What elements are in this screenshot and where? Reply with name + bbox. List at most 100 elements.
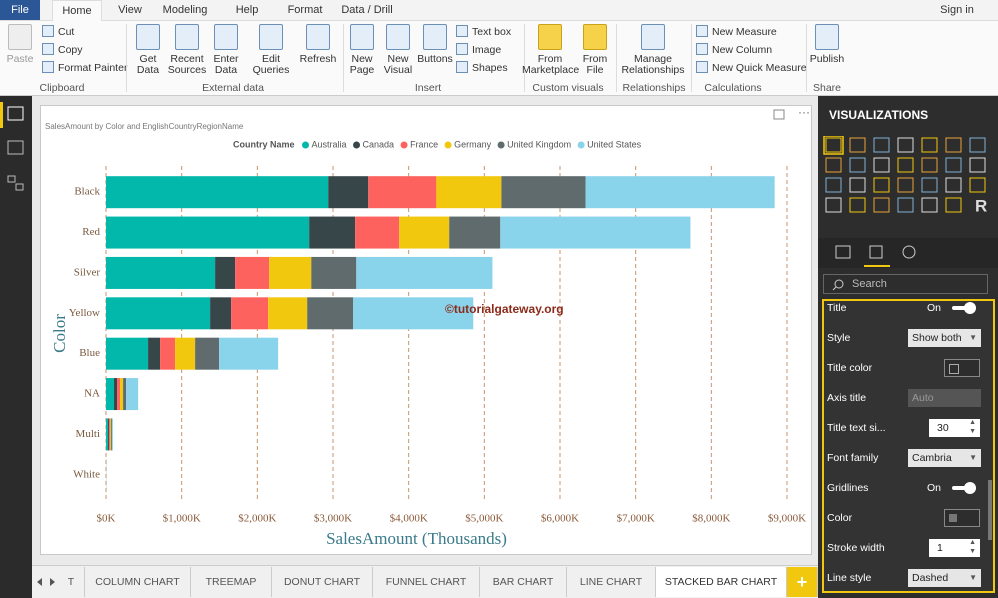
publish-button[interactable]: Publish [808, 24, 846, 65]
more-options-icon[interactable]: ··· [798, 105, 810, 119]
data-view-icon[interactable] [7, 140, 24, 155]
axis-title-input[interactable]: Auto [908, 389, 981, 407]
modeling-tab[interactable]: Modeling [162, 4, 208, 16]
model-view-icon[interactable] [7, 175, 16, 183]
page-tab[interactable]: LINE CHART [567, 567, 656, 597]
visual-type-icon[interactable] [945, 197, 962, 213]
scrollbar[interactable] [988, 480, 992, 540]
visual-type-icon[interactable] [945, 177, 962, 193]
new-page-button[interactable]: New Page [346, 24, 378, 76]
text-box-button[interactable]: Text box [456, 25, 511, 39]
visual-type-icon[interactable] [897, 137, 914, 153]
shapes-button[interactable]: Shapes [456, 61, 508, 75]
sign-in[interactable]: Sign in [940, 4, 974, 16]
search-box[interactable]: Search [823, 274, 988, 294]
model-view-icon-part [15, 183, 24, 191]
new-column-button[interactable]: New Column [696, 43, 772, 57]
bar-segment [500, 216, 691, 249]
title-size-spinner[interactable]: 30 ▲ ▼ [929, 419, 980, 437]
data-drill-tab[interactable]: Data / Drill [341, 4, 393, 16]
from-marketplace-button[interactable]: From Marketplace [522, 24, 579, 76]
report-view-icon[interactable] [7, 106, 24, 121]
visual-type-icon[interactable] [921, 137, 938, 153]
visual-type-icon[interactable] [873, 137, 890, 153]
file-tab[interactable]: File [0, 0, 40, 20]
visual-type-icon[interactable] [897, 177, 914, 193]
new-quick-measure-button[interactable]: New Quick Measure [696, 61, 807, 75]
pane-title: VISUALIZATIONS [829, 108, 929, 122]
add-page-button[interactable]: + [787, 567, 818, 597]
visual-type-icon[interactable] [921, 157, 938, 173]
visual-type-icon[interactable] [849, 197, 866, 213]
page-tab[interactable]: BAR CHART [480, 567, 567, 597]
from-file-button[interactable]: From File [580, 24, 610, 76]
visual-type-icon[interactable] [825, 177, 842, 193]
analytics-tab[interactable] [902, 245, 916, 259]
style-dropdown[interactable]: Show both ▼ [908, 329, 981, 347]
visual-type-icon[interactable] [849, 157, 866, 173]
font-family-dropdown[interactable]: Cambria ▼ [908, 449, 981, 467]
format-painter-button[interactable]: Format Painter [42, 61, 127, 75]
visual-type-icon[interactable] [969, 137, 986, 153]
grid-color-picker[interactable] [944, 509, 980, 527]
visual-type-icon[interactable] [897, 197, 914, 213]
button-label: Shapes [472, 62, 508, 74]
format-label: Gridlines [827, 482, 869, 494]
image-button[interactable]: Image [456, 43, 501, 57]
tab-bar [0, 0, 998, 21]
page-tab[interactable]: T [58, 567, 85, 597]
visual-type-icon[interactable] [825, 157, 842, 173]
format-tab[interactable] [869, 245, 883, 259]
edit-queries-button[interactable]: Edit Queries [250, 24, 292, 76]
visual-type-icon[interactable] [825, 197, 842, 213]
page-scroll-arrows[interactable] [34, 575, 60, 589]
visual-type-icon[interactable] [873, 197, 890, 213]
get-data-button[interactable]: Get Data [130, 24, 166, 76]
view-tab[interactable]: View [118, 4, 142, 16]
fields-tab[interactable] [835, 245, 851, 259]
visual-type-icon[interactable] [897, 157, 914, 173]
visual-type-icon[interactable] [873, 157, 890, 173]
help-tab[interactable]: Help [235, 4, 259, 16]
bar-segment [356, 256, 493, 289]
visual-type-icon[interactable] [849, 137, 866, 153]
visual-type-icon[interactable] [825, 137, 842, 153]
visual-type-icon[interactable] [849, 177, 866, 193]
paste-button[interactable]: Paste [2, 24, 38, 65]
button-label: Image [472, 44, 502, 56]
visual-type-icon[interactable] [873, 177, 890, 193]
bar-segment [110, 418, 112, 451]
refresh-button[interactable]: Refresh [298, 24, 338, 65]
active-page-tab[interactable]: STACKED BAR CHART [656, 567, 787, 597]
visual-type-icon[interactable] [969, 157, 986, 173]
focus-mode-icon[interactable] [773, 109, 785, 120]
visual-type-icon[interactable] [921, 197, 938, 213]
button-label: Edit Queries [252, 53, 290, 76]
page-tab[interactable]: DONUT CHART [272, 567, 373, 597]
title-color-picker[interactable] [944, 359, 980, 377]
format-label: Style [827, 332, 851, 344]
visual-type-icon[interactable] [945, 137, 962, 153]
gridlines-toggle[interactable] [952, 482, 976, 494]
bar-segment [269, 256, 312, 289]
line-style-dropdown[interactable]: Dashed ▼ [908, 569, 981, 587]
stroke-width-spinner[interactable]: 1 ▲ ▼ [929, 539, 980, 557]
visual-type-icon[interactable] [921, 177, 938, 193]
cut-button[interactable]: Cut [42, 25, 74, 39]
buttons-button[interactable]: Buttons [416, 24, 454, 65]
page-tab[interactable]: COLUMN CHART [85, 567, 191, 597]
page-tab[interactable]: FUNNEL CHART [373, 567, 480, 597]
enter-data-button[interactable]: Enter Data [208, 24, 244, 76]
copy-button[interactable]: Copy [42, 43, 83, 57]
home-tab[interactable]: Home [52, 0, 102, 22]
page-tab[interactable]: TREEMAP [191, 567, 272, 597]
visual-type-icon[interactable] [945, 157, 962, 173]
visual-type-icon[interactable] [969, 177, 986, 193]
title-toggle[interactable] [952, 302, 976, 314]
format-tab[interactable]: Format [287, 4, 323, 16]
recent-sources-button[interactable]: Recent Sources [166, 24, 208, 76]
new-measure-button[interactable]: New Measure [696, 25, 777, 39]
r-visual-icon[interactable]: R [975, 196, 987, 215]
manage-relationships-button[interactable]: Manage Relationships [620, 24, 686, 76]
new-visual-button[interactable]: New Visual [380, 24, 416, 76]
